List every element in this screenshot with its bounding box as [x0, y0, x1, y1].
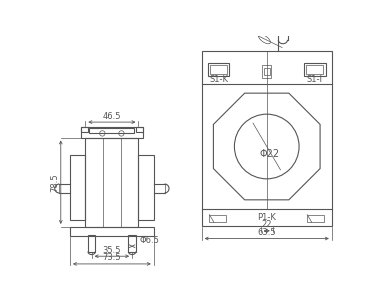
Bar: [262, 65, 271, 78]
Text: Φ22: Φ22: [260, 149, 280, 159]
Bar: [136, 127, 143, 132]
Bar: [81, 127, 143, 137]
Bar: [81, 127, 88, 132]
Bar: [70, 227, 154, 236]
Text: Φ6.5: Φ6.5: [140, 236, 160, 245]
Bar: [304, 63, 326, 76]
Text: S1-I: S1-I: [307, 75, 323, 84]
Text: P1-K: P1-K: [257, 213, 276, 222]
Bar: [209, 214, 226, 222]
Text: 73.5: 73.5: [103, 254, 121, 262]
Bar: [88, 236, 95, 252]
Bar: [306, 65, 323, 74]
Bar: [210, 65, 227, 74]
Text: 46.5: 46.5: [103, 112, 121, 121]
Bar: [202, 51, 332, 226]
Bar: [128, 236, 136, 252]
Text: 22: 22: [261, 220, 272, 229]
Text: 35.5: 35.5: [103, 246, 121, 255]
Bar: [138, 155, 154, 220]
Bar: [307, 214, 324, 222]
Bar: [89, 128, 135, 133]
Text: 78.5: 78.5: [50, 173, 59, 191]
Bar: [70, 155, 86, 220]
Bar: [264, 68, 270, 74]
Text: 63.5: 63.5: [257, 228, 276, 237]
Bar: [208, 63, 230, 76]
Bar: [86, 137, 138, 227]
Text: S1-K: S1-K: [209, 75, 228, 84]
